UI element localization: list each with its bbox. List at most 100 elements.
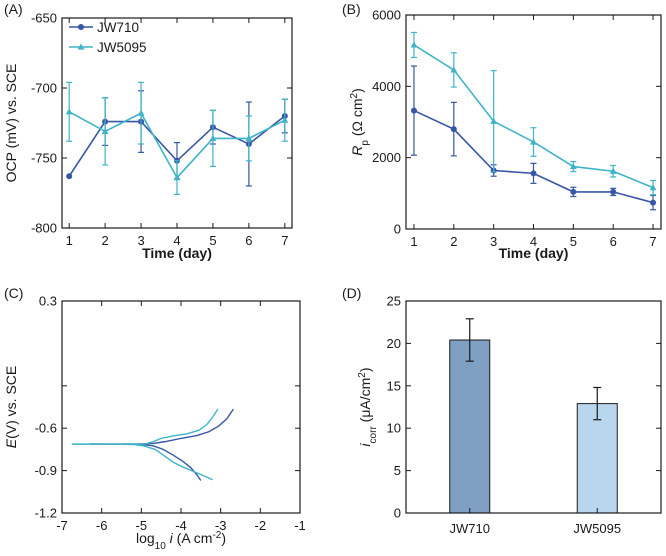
panel-a: (A) 1 2 3 4 5 6 7 -800 -750 -700 -650 Time (day) OCP …	[3, 1, 292, 261]
panel-b-ytick-label: 2000	[372, 150, 401, 165]
panel-a-ylabel: OCP (mV) vs. SCE	[3, 64, 19, 183]
panel-c-xtick-label: -1	[294, 518, 306, 533]
panel-b-ylabel-part: (Ω cm	[349, 98, 365, 140]
panel-c-xtick-label: -4	[175, 518, 187, 533]
panel-b-ylabel-part: p	[360, 140, 371, 146]
panel-b-series-jw710	[410, 65, 657, 211]
panel-a-xtick-label: 7	[281, 233, 288, 248]
panel-b-xtick-label: 4	[530, 234, 537, 249]
panel-b-ylabel-part: 2	[349, 92, 360, 98]
panel-c-ytick-label: -1.2	[35, 506, 57, 521]
panel-a-xtick-label: 3	[137, 233, 144, 248]
panel-b-xtick-label: 6	[610, 234, 617, 249]
panel-d-ylabel-part: )	[357, 367, 373, 372]
panel-b-point	[530, 138, 537, 145]
panel-b: (B) 1 2 3 4 5 6 7 0 2000 4000 6000 Time (day) Rp (Ω c…	[342, 1, 661, 261]
panel-b-xtick-label: 2	[450, 234, 457, 249]
panel-c-xtick-label: -7	[56, 518, 68, 533]
panel-d-ylabel: icorr (μA/cm2)	[357, 367, 379, 446]
panel-a-xtick-label: 2	[102, 233, 109, 248]
panel-b-point	[450, 126, 457, 133]
panel-b-point	[490, 117, 498, 124]
panel-c-label: (C)	[4, 285, 23, 301]
panel-b-point	[569, 162, 577, 170]
panel-b-point	[410, 41, 418, 48]
legend-label-jw5095: JW5095	[97, 40, 147, 55]
panel-b-ylabel: Rp (Ω cm2)	[349, 88, 371, 156]
panel-b-xtick-label: 7	[649, 234, 656, 249]
panel-b-point	[650, 199, 657, 206]
panel-d-ytick-label: 15	[387, 378, 401, 393]
legend-marker	[77, 43, 85, 50]
panel-b-point	[530, 170, 537, 177]
panel-a-ytick-label: -800	[31, 221, 57, 236]
panel-c-xlabel-part: (A cm	[173, 530, 213, 546]
panel-a-xtick-label: 1	[66, 233, 73, 248]
panel-a-xtick-label: 4	[173, 233, 180, 248]
panel-a-point	[173, 174, 181, 181]
panel-d-category-label: JW710	[450, 521, 490, 536]
bar-jw710	[449, 339, 491, 514]
panel-b-xtick-label: 3	[490, 234, 497, 249]
panel-c-xlabel-part: 10	[155, 541, 167, 552]
panel-d-ytick-label: 5	[394, 463, 401, 478]
panel-c-ytick-label: -0.6	[35, 421, 57, 436]
panel-c-xtick-label: -5	[136, 518, 148, 533]
panel-a-point	[281, 116, 289, 123]
panel-a-point	[101, 127, 109, 134]
panel-b-xtick-label: 1	[410, 234, 417, 249]
panel-a-xtick-label: 6	[245, 233, 252, 248]
panel-d-ylabel-part: i	[357, 443, 373, 447]
panel-c-xtick-label: -3	[215, 518, 227, 533]
panel-a-ytick-label: -700	[31, 81, 57, 96]
panel-c-xtick-label: -2	[255, 518, 267, 533]
panel-b-point	[649, 184, 657, 191]
panel-d-category-label: JW5095	[573, 521, 621, 536]
panel-d-ytick-label: 20	[387, 336, 401, 351]
panel-c-xtick-label: -6	[96, 518, 108, 533]
panel-d-ytick-label: 0	[394, 506, 401, 521]
legend-label-jw710: JW710	[97, 20, 139, 35]
panel-d-ylabel-part: (μA/cm	[357, 378, 373, 427]
panel-a-ytick-label: -750	[31, 151, 57, 166]
panel-a-series-jw5095	[65, 81, 289, 195]
panel-a-point	[66, 173, 73, 180]
panel-b-xlabel: Time (day)	[499, 245, 569, 261]
panel-a-xlabel: Time (day)	[142, 245, 212, 261]
panel-b-point	[570, 188, 577, 195]
panel-b-point	[610, 188, 617, 195]
panel-c-frame	[61, 300, 301, 514]
panel-b-point	[450, 66, 458, 73]
panel-b-label: (B)	[342, 1, 361, 17]
panel-c-cathodic-branch-jw5095	[71, 443, 214, 481]
panel-c-xlabel-part: -2	[212, 530, 221, 541]
panel-c-cathodic-branch-jw710	[89, 443, 202, 481]
panel-a-ytick-label: -650	[31, 11, 57, 26]
panel-b-series-jw5095	[410, 31, 657, 196]
panel-a-point	[209, 134, 217, 141]
panel-d-ylabel-part: 2	[357, 372, 368, 378]
panel-c-xlabel: log10 i (A cm-2)	[136, 530, 226, 552]
panel-b-point	[609, 167, 617, 174]
panel-c-anodic-branch-jw5095	[71, 408, 219, 445]
panel-c-xlabel-part: )	[221, 530, 226, 546]
panel-c-ylabel-part: (V) vs. SCE	[3, 366, 19, 439]
panel-a-point	[245, 134, 253, 141]
panel-c-ylabel: E(V) vs. SCE	[3, 366, 19, 448]
panel-d: (D) 0 5 10 15 20 25 JW710 JW5095 icorr (μA/cm2)	[342, 285, 661, 536]
panel-d-label: (D)	[342, 285, 361, 301]
panel-c-xlabel-part: log	[136, 530, 155, 546]
panel-b-ylabel-part: )	[349, 88, 365, 93]
panel-a-point	[137, 109, 145, 116]
panel-d-ytick-label: 25	[387, 294, 401, 309]
panel-c-ylabel-part: E	[3, 438, 19, 448]
panel-c-xlabel-part: i	[170, 530, 174, 546]
panel-d-ylabel-part: corr	[368, 426, 379, 444]
panel-c-ytick-label: -0.9	[35, 463, 57, 478]
panel-c-ytick-label: 0.3	[39, 294, 57, 309]
legend: JW710 JW5095	[69, 20, 147, 55]
panel-b-ytick-label: 6000	[372, 8, 401, 23]
legend-marker	[78, 24, 84, 30]
